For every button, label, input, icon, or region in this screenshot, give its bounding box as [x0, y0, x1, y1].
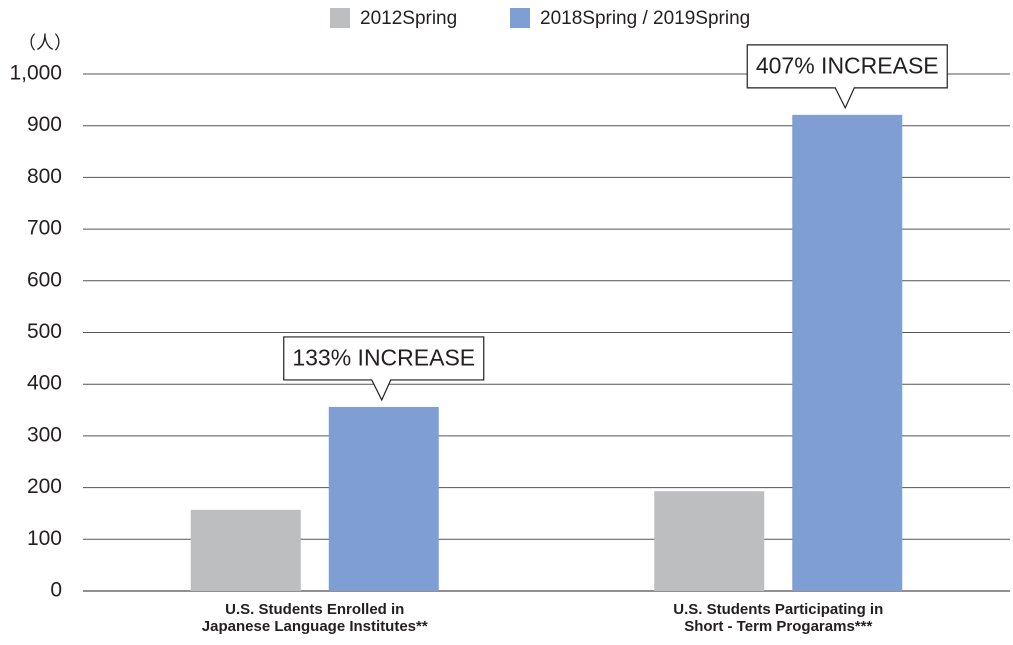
legend-swatch: [330, 8, 350, 28]
y-tick-label: 1,000: [9, 62, 62, 85]
y-tick-label: 200: [27, 475, 62, 498]
y-tick-label: 800: [27, 165, 62, 188]
y-tick-label: 600: [27, 268, 62, 291]
y-axis-label: （人）: [18, 33, 72, 53]
x-tick-label: U.S. Students Enrolled in: [225, 601, 404, 618]
annotation: 133% INCREASE: [292, 345, 475, 371]
bar: [654, 491, 765, 591]
y-tick-label: 700: [27, 217, 62, 240]
y-tick-label: 900: [27, 113, 62, 136]
x-tick-label: Short - Term Progarams***: [684, 618, 872, 635]
y-tick-label: 100: [27, 527, 62, 550]
bar: [328, 406, 439, 591]
x-tick-label: U.S. Students Participating in: [673, 601, 883, 618]
annotation-box: [283, 336, 485, 402]
y-tick-label: 0: [50, 579, 62, 602]
bar: [190, 509, 301, 591]
legend-swatch: [510, 8, 530, 28]
bar: [792, 114, 903, 591]
y-tick-label: 500: [27, 320, 62, 343]
legend-label: 2018Spring / 2019Spring: [540, 8, 750, 29]
annotation: 407% INCREASE: [756, 52, 939, 78]
annotation-box: [746, 44, 948, 110]
x-tick-label: Japanese Language Institutes**: [202, 618, 428, 635]
y-tick-label: 300: [27, 423, 62, 446]
y-tick-label: 400: [27, 372, 62, 395]
legend-label: 2012Spring: [360, 8, 457, 29]
